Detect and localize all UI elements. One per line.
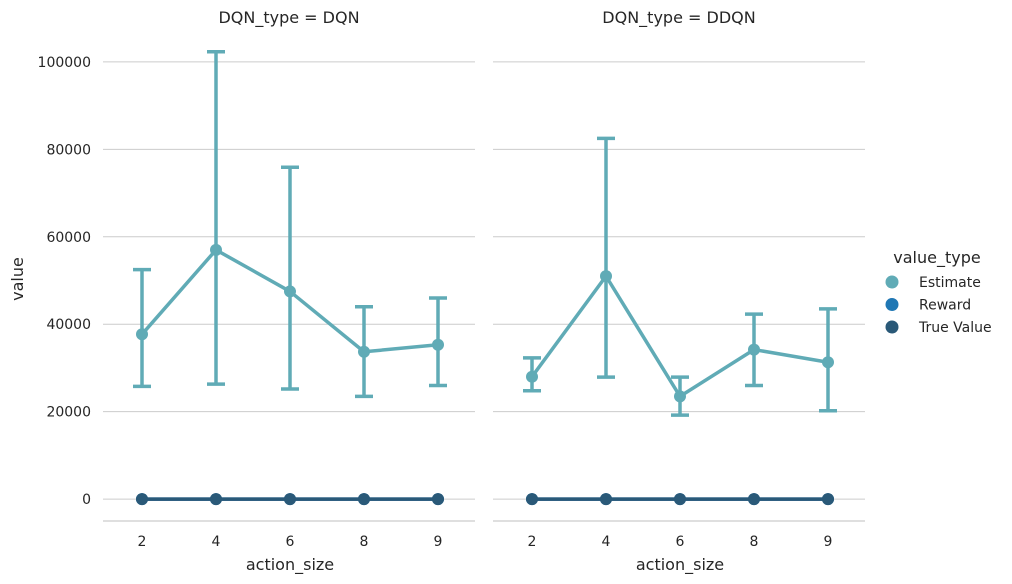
panel-2: DQN_type = DDQN 2 4 6 8 9 action_size — [493, 8, 865, 575]
data-point — [432, 338, 444, 351]
series-true-value — [526, 493, 834, 506]
x-tick-label: 8 — [750, 534, 759, 550]
data-point — [136, 328, 148, 341]
legend-label: Reward — [919, 298, 971, 314]
y-gridlines — [493, 61, 865, 500]
data-point — [748, 493, 760, 506]
y-axis-label: value — [8, 257, 27, 301]
data-point — [600, 493, 612, 506]
data-point — [526, 493, 538, 506]
legend-title: value_type — [893, 248, 980, 268]
panel-title: DQN_type = DQN — [218, 8, 359, 28]
x-axis-label: action_size — [246, 555, 334, 575]
data-point — [822, 356, 834, 369]
y-tick-label: 100000 — [38, 55, 91, 71]
data-point — [136, 493, 148, 506]
x-tick-label: 4 — [212, 534, 221, 550]
data-point — [822, 493, 834, 506]
data-point — [432, 493, 444, 506]
legend-marker — [885, 298, 899, 311]
error-bar — [207, 50, 225, 386]
panels: DQN_type = DQN 0 20000 40000 60000 80000 10000… — [8, 8, 865, 575]
legend-label: Estimate — [919, 275, 981, 291]
error-bar — [133, 267, 151, 389]
legend: value_type Estimate Reward True Value — [885, 248, 992, 336]
y-tick-label: 80000 — [46, 142, 91, 158]
legend-marker — [885, 320, 899, 334]
error-bar — [597, 136, 615, 379]
y-tick-label: 60000 — [46, 230, 91, 246]
series-estimate — [133, 50, 447, 399]
x-tick-label: 4 — [602, 534, 611, 550]
x-tick-label: 2 — [138, 534, 147, 550]
legend-marker — [885, 275, 899, 289]
error-bar — [281, 165, 299, 391]
data-point — [358, 345, 370, 358]
data-point — [284, 285, 296, 298]
data-point — [284, 493, 296, 506]
x-tick-label: 2 — [528, 534, 537, 550]
data-point — [748, 343, 760, 356]
x-tick-label: 6 — [676, 534, 685, 550]
legend-label: True Value — [918, 320, 992, 336]
x-tick-label: 9 — [824, 534, 833, 550]
data-point — [210, 243, 222, 256]
data-point — [600, 270, 612, 283]
series-estimate — [523, 136, 837, 417]
legend-item-true-value: True Value — [885, 320, 992, 336]
legend-item-reward: Reward — [885, 298, 971, 314]
legend-item-estimate: Estimate — [885, 275, 981, 291]
x-tick-label: 8 — [360, 534, 369, 550]
x-axis-label: action_size — [636, 555, 724, 575]
x-tick-label: 9 — [434, 534, 443, 550]
panel-title: DQN_type = DDQN — [602, 8, 755, 28]
y-tick-label: 0 — [82, 492, 91, 508]
data-point — [210, 493, 222, 506]
data-point — [526, 370, 538, 383]
data-point — [674, 493, 686, 506]
panel-1: DQN_type = DQN 0 20000 40000 60000 80000 10000… — [38, 8, 475, 575]
data-point — [358, 493, 370, 506]
y-tick-label: 20000 — [46, 405, 91, 421]
series-true-value — [136, 493, 444, 506]
data-point — [674, 390, 686, 403]
x-tick-label: 6 — [286, 534, 295, 550]
y-tick-label: 40000 — [46, 317, 91, 333]
